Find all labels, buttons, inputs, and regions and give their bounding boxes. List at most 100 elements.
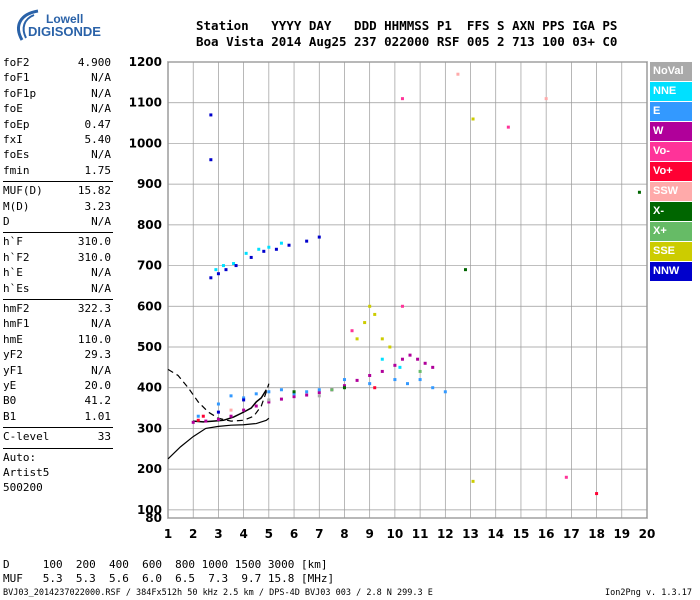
profile-lines [167,368,270,460]
x-tick-label: 7 [315,527,323,541]
param-row: foF1 N/A [3,71,111,85]
legend-sse: SSE [650,242,692,261]
param-value: 15.82 [77,184,111,198]
echo-point [292,395,296,399]
echo-point [292,392,296,396]
echo-point [595,492,599,496]
param-key: fmin [3,163,30,177]
param-row: h`F 310.0 [3,235,111,249]
echo-point [400,97,404,101]
param-value: N/A [91,102,111,116]
param-value: 1.01 [84,409,112,423]
param-value: 322.3 [77,302,111,315]
echo-point [564,475,568,479]
param-key: foEp [3,117,30,131]
echo-point [204,419,208,423]
x-tick-label: 13 [462,527,479,541]
auto-line: Auto: [3,450,37,464]
echo-point [216,410,220,414]
param-row: h`Es N/A [3,282,111,296]
param-key: B1 [3,409,17,423]
echo-point [242,396,246,400]
param-value: N/A [91,215,111,228]
param-row: hmF2 322.3 [3,302,111,316]
param-key: C-level [3,430,50,444]
param-row: hmE 110.0 [3,333,111,347]
echo-point [544,97,548,101]
echo-point [254,392,258,396]
y-tick-label: 200 [137,462,162,476]
echo-point [443,390,447,394]
echo-point [406,382,409,386]
echo-point [342,384,346,388]
x-tick-labels: 1 2 3 4 5 6 7 8 9 10 11 12 13 14 15 16 17 18 19 20 [164,527,656,541]
x-tick-label: 4 [239,527,247,541]
echo-point [393,363,397,367]
x-tick-label: 19 [613,527,630,541]
version-info: Ion2Png v. 1.3.17 [605,588,692,598]
param-key: h`E [3,266,23,280]
echo-point [279,241,283,245]
echo-point [229,394,233,398]
echo-point [209,113,213,117]
y-tick-label: 1100 [129,96,162,110]
echo-point [423,361,427,365]
legend-x-: X- [650,202,692,221]
echo-point [244,251,248,255]
station-header: Station YYYY DAY DDD HHMMSS P1 FFS S AXN… [196,18,617,50]
y-tick-label: 800 [137,218,162,232]
param-key: foF2 [3,56,30,69]
param-separator [3,427,113,429]
file-info: BVJ03_2014237022000.RSF / 384Fx512h 50 k… [3,588,433,598]
echo-point [279,388,283,392]
echo-point [418,369,422,373]
echo-point [267,245,271,249]
param-separator [3,181,113,183]
echo-point [431,365,435,369]
y-tick-label: 400 [137,381,162,395]
muf-table: D 100 200 400 600 800 1000 1500 3000 [km… [3,558,334,586]
param-key: D [3,215,10,228]
legend-x-: X+ [650,222,692,241]
echo-point [221,264,225,268]
echo-point [388,345,392,349]
echo-point [196,418,200,422]
echo-point [242,408,246,412]
echo-point [317,394,321,398]
param-key: yF1 [3,363,23,377]
param-key: MUF(D) [3,184,43,198]
x-tick-label: 18 [588,527,605,541]
echo-point [224,268,228,272]
echo-point [262,249,266,253]
echo-point [373,386,377,390]
param-key: foF1p [3,86,37,100]
x-tick-label: 11 [412,527,429,541]
param-value: 5.40 [84,133,112,146]
echo-point [305,393,309,397]
x-tick-label: 20 [639,527,656,541]
distance-row: D 100 200 400 600 800 1000 1500 3000 [km… [3,558,328,571]
param-key: yF2 [3,348,23,362]
echo-point [380,369,384,373]
echo-point [463,268,467,272]
echo-point [373,312,377,316]
legend-vo-: Vo- [650,142,692,161]
echo-point [350,329,354,333]
echo-point [292,390,296,394]
param-key: M(D) [3,199,30,213]
echo-point [317,388,321,392]
echo-point [355,378,359,382]
y-tick-label: 300 [137,421,162,435]
param-row: hmF1 N/A [3,317,111,331]
echo-point [279,397,283,401]
param-key: B0 [3,394,17,408]
param-value: 33 [97,430,111,444]
param-separator [3,299,113,300]
clevel-row: C-level 33 [3,430,111,444]
auto-line: Artist5 [3,466,50,479]
y-tick-label: 500 [137,340,162,354]
param-value: N/A [91,363,111,377]
echo-point [196,414,200,418]
echo-points [191,72,641,496]
